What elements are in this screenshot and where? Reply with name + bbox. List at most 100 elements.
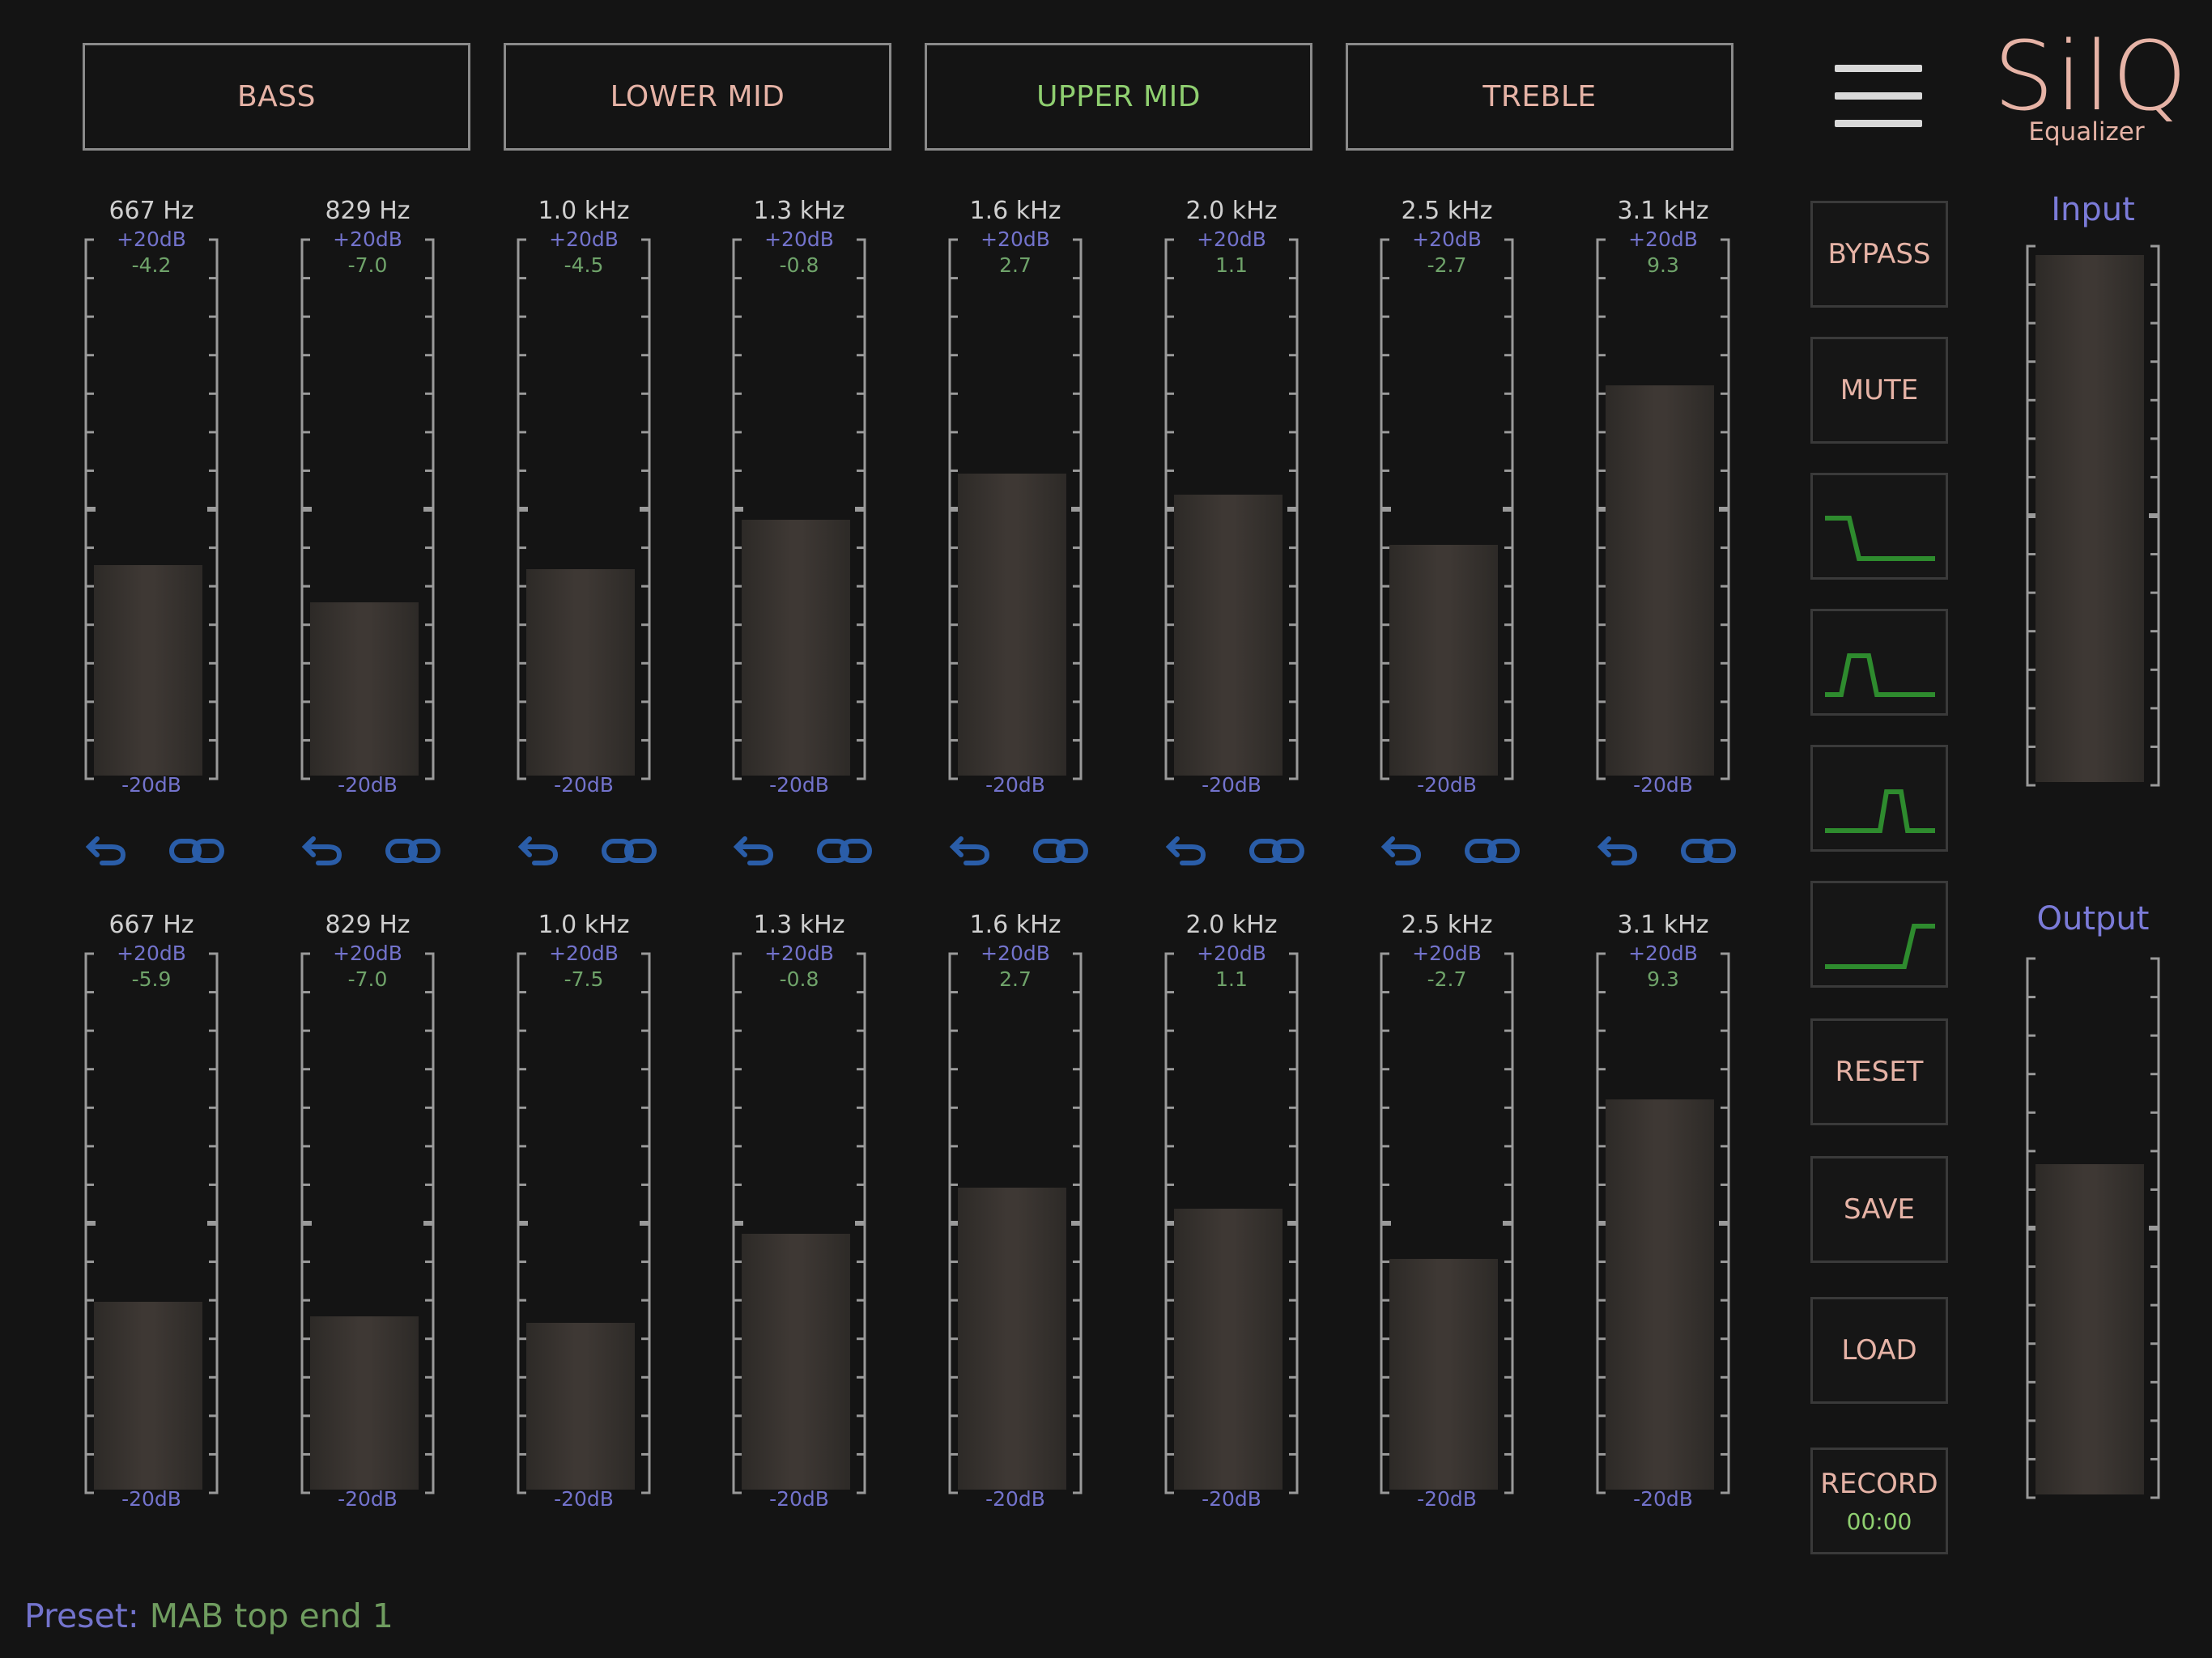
eq-slider[interactable]: 829 Hz +20dB -7.0 -20dB — [299, 912, 436, 1511]
undo-arrow-icon[interactable] — [1380, 832, 1425, 868]
bypass-button[interactable]: BYPASS — [1810, 201, 1948, 308]
undo-arrow-icon[interactable] — [84, 832, 130, 868]
bypass-label: BYPASS — [1827, 238, 1931, 270]
slider-min-label: -20dB — [121, 1487, 181, 1511]
record-time: 00:00 — [1846, 1507, 1912, 1535]
high-shelf-filter-button[interactable] — [1810, 881, 1948, 988]
low-shelf-filter-button[interactable] — [1810, 473, 1948, 580]
eq-slider[interactable]: 2.5 kHz +20dB -2.7 -20dB — [1378, 198, 1516, 797]
tab-treble[interactable]: TREBLE — [1346, 43, 1733, 151]
preset-name: MAB top end 1 — [149, 1596, 393, 1635]
eq-slider[interactable]: 667 Hz +20dB -4.2 -20dB — [83, 198, 220, 797]
eq-slider[interactable]: 1.3 kHz +20dB -0.8 -20dB — [730, 912, 868, 1511]
undo-arrow-icon[interactable] — [1596, 832, 1641, 868]
eq-slider[interactable]: 667 Hz +20dB -5.9 -20dB — [83, 912, 220, 1511]
eq-slider[interactable]: 1.0 kHz +20dB -4.5 -20dB — [515, 198, 653, 797]
slider-track[interactable] — [946, 952, 1084, 1494]
chain-link-icon[interactable] — [1249, 837, 1305, 865]
slider-track[interactable] — [299, 952, 436, 1494]
eq-slider[interactable]: 1.6 kHz +20dB 2.7 -20dB — [946, 912, 1084, 1511]
slider-fill — [958, 474, 1066, 776]
eq-slider[interactable]: 2.0 kHz +20dB 1.1 -20dB — [1163, 912, 1300, 1511]
slider-track[interactable] — [946, 238, 1084, 780]
slider-track[interactable] — [83, 952, 220, 1494]
eq-slider[interactable]: 2.5 kHz +20dB -2.7 -20dB — [1378, 912, 1516, 1511]
slider-min-label: -20dB — [1417, 1487, 1477, 1511]
slider-min-label: -20dB — [121, 773, 181, 797]
slider-track[interactable] — [1594, 952, 1732, 1494]
save-button[interactable]: SAVE — [1810, 1156, 1948, 1263]
slider-min-label: -20dB — [769, 1487, 829, 1511]
eq-slider[interactable]: 829 Hz +20dB -7.0 -20dB — [299, 198, 436, 797]
slider-fill — [526, 569, 635, 776]
undo-arrow-icon[interactable] — [517, 832, 562, 868]
undo-arrow-icon[interactable] — [948, 832, 993, 868]
slider-track[interactable] — [1378, 238, 1516, 780]
slider-max-label: +20dB — [117, 942, 186, 965]
narrow-band-filter-button[interactable] — [1810, 745, 1948, 852]
mute-button[interactable]: MUTE — [1810, 337, 1948, 444]
slider-track[interactable] — [515, 238, 653, 780]
undo-arrow-icon[interactable] — [1164, 832, 1210, 868]
eq-slider[interactable]: 1.6 kHz +20dB 2.7 -20dB — [946, 198, 1084, 797]
slider-fill — [310, 1316, 419, 1490]
slider-gain-value: 9.3 — [1647, 967, 1679, 991]
logo-subtitle: Equalizer — [2028, 117, 2145, 147]
slider-max-label: +20dB — [1197, 942, 1266, 965]
undo-arrow-icon[interactable] — [300, 832, 346, 868]
eq-slider[interactable]: 1.0 kHz +20dB -7.5 -20dB — [515, 912, 653, 1511]
slider-fill — [1389, 545, 1498, 776]
slider-fill — [742, 520, 850, 776]
band-pass-filter-button[interactable] — [1810, 609, 1948, 716]
slider-fill — [526, 1323, 635, 1490]
chain-link-icon[interactable] — [816, 837, 873, 865]
chain-link-icon[interactable] — [168, 837, 225, 865]
logo-name: SilQ — [1993, 20, 2189, 132]
load-button[interactable]: LOAD — [1810, 1297, 1948, 1404]
slider-min-label: -20dB — [769, 773, 829, 797]
slider-min-label: -20dB — [1202, 773, 1261, 797]
record-label: RECORD — [1820, 1467, 1938, 1500]
slider-track[interactable] — [1378, 952, 1516, 1494]
slider-gain-value: -7.5 — [564, 967, 604, 991]
slider-gain-value: 2.7 — [999, 253, 1032, 277]
chain-link-icon[interactable] — [1680, 837, 1737, 865]
slider-frequency: 667 Hz — [108, 911, 194, 939]
slider-frequency: 2.5 kHz — [1401, 911, 1493, 939]
slider-track[interactable] — [730, 952, 868, 1494]
eq-slider[interactable]: 3.1 kHz +20dB 9.3 -20dB — [1594, 198, 1732, 797]
slider-track[interactable] — [1594, 238, 1732, 780]
eq-slider[interactable]: 3.1 kHz +20dB 9.3 -20dB — [1594, 912, 1732, 1511]
slider-gain-value: -4.5 — [564, 253, 604, 277]
slider-frequency: 1.3 kHz — [753, 197, 845, 225]
tab-lower-mid[interactable]: LOWER MID — [504, 43, 891, 151]
narrow-band-filter-icon — [1825, 789, 1935, 833]
chain-link-icon[interactable] — [385, 837, 441, 865]
hamburger-menu-icon[interactable] — [1835, 65, 1922, 128]
slider-min-label: -20dB — [338, 773, 398, 797]
slider-track[interactable] — [1163, 952, 1300, 1494]
band-pass-filter-icon — [1825, 653, 1935, 697]
slider-frequency: 1.6 kHz — [969, 911, 1061, 939]
eq-slider[interactable]: 2.0 kHz +20dB 1.1 -20dB — [1163, 198, 1300, 797]
chain-link-icon[interactable] — [601, 837, 657, 865]
reset-button[interactable]: RESET — [1810, 1018, 1948, 1125]
slider-max-label: +20dB — [1628, 227, 1698, 251]
slider-min-label: -20dB — [1633, 773, 1693, 797]
slider-track[interactable] — [515, 952, 653, 1494]
chain-link-icon[interactable] — [1032, 837, 1089, 865]
meter-fill — [2035, 1164, 2144, 1494]
slider-max-label: +20dB — [549, 227, 619, 251]
chain-link-icon[interactable] — [1464, 837, 1521, 865]
slider-track[interactable] — [299, 238, 436, 780]
app-logo: SilQ Equalizer — [1993, 20, 2189, 147]
slider-track[interactable] — [1163, 238, 1300, 780]
record-button[interactable]: RECORD 00:00 — [1810, 1448, 1948, 1554]
slider-track[interactable] — [83, 238, 220, 780]
output-level-meter — [2024, 957, 2162, 1499]
eq-slider[interactable]: 1.3 kHz +20dB -0.8 -20dB — [730, 198, 868, 797]
tab-bass[interactable]: BASS — [83, 43, 470, 151]
tab-upper-mid[interactable]: UPPER MID — [925, 43, 1312, 151]
slider-track[interactable] — [730, 238, 868, 780]
undo-arrow-icon[interactable] — [732, 832, 777, 868]
